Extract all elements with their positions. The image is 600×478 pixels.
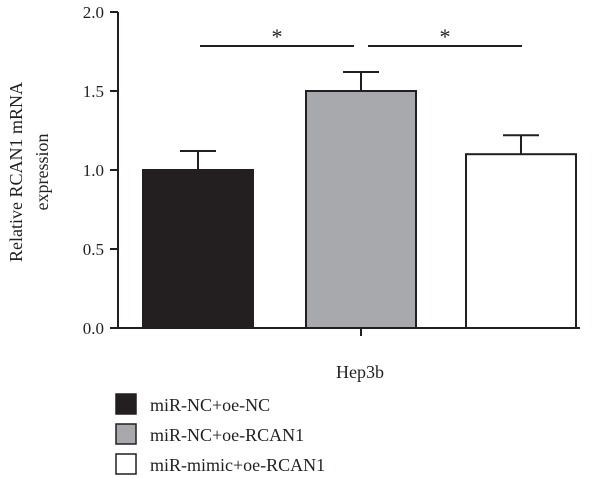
legend-swatch-1	[115, 393, 137, 415]
legend-label-1: miR-NC+oe-NC	[150, 395, 270, 415]
bar-2	[305, 90, 417, 329]
y-axis-title-line-1: Relative RCAN1 mRNA	[6, 82, 26, 262]
plot-area: 0.0 0.5 1.0 1.5 2.0 * *	[83, 3, 580, 338]
legend-swatch-3	[115, 453, 137, 475]
bar-3	[465, 153, 577, 329]
legend: miR-NC+oe-NC miR-NC+oe-RCAN1 miR-mimic+oe-…	[115, 393, 325, 475]
y-tick-label: 0.0	[83, 319, 104, 338]
y-tick-label: 1.5	[83, 82, 104, 101]
y-tick-label: 2.0	[83, 3, 104, 22]
legend-label-2: miR-NC+oe-RCAN1	[150, 425, 304, 445]
significance-label-2: *	[440, 24, 451, 49]
legend-label-3: miR-mimic+oe-RCAN1	[150, 455, 325, 475]
legend-swatch-2	[115, 423, 137, 445]
x-axis-title: Hep3b	[336, 362, 384, 382]
y-tick-label: 1.0	[83, 161, 104, 180]
y-tick-label: 0.5	[83, 240, 104, 259]
significance-label-1: *	[272, 24, 283, 49]
y-axis-title-line-2: expression	[32, 134, 52, 211]
bar-1	[142, 169, 254, 329]
y-axis-title: Relative RCAN1 mRNA expression	[6, 82, 52, 262]
